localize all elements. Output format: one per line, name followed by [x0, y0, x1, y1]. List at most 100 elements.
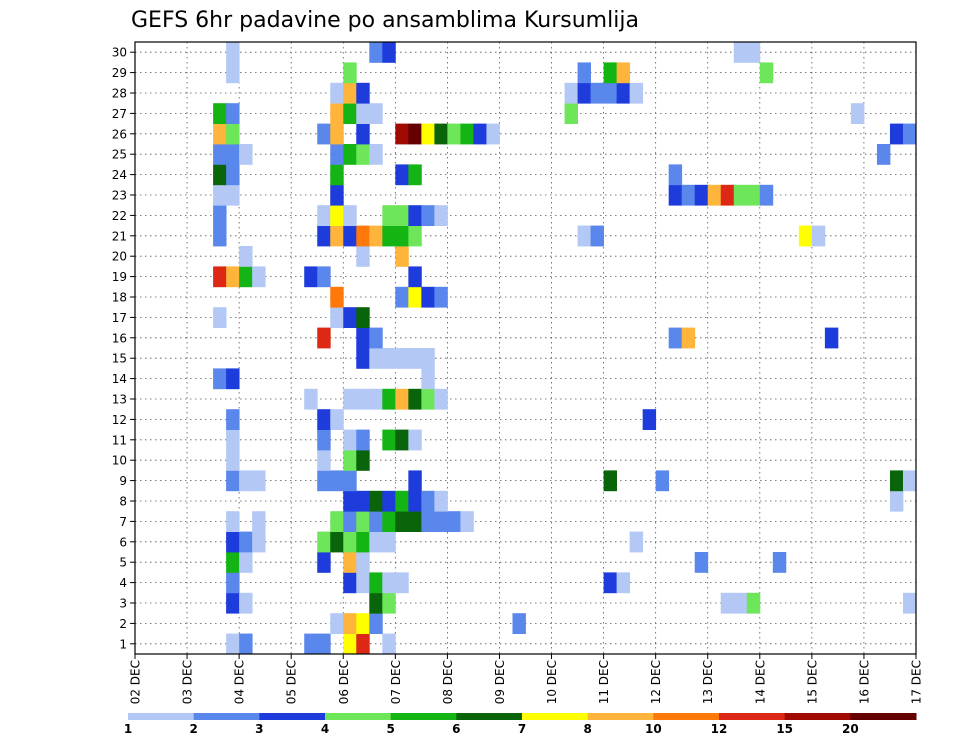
x-axis-date-labels: 02 DEC 03 DEC 04 DEC 05 DEC 06 DEC 07 DEC 08 D…	[129, 654, 924, 704]
precip-cell	[434, 490, 448, 512]
precip-cell	[226, 368, 240, 390]
legend-swatch	[587, 713, 654, 720]
precip-cell	[343, 490, 357, 512]
precip-cell	[902, 470, 917, 492]
precip-cell	[733, 592, 748, 614]
precip-cell	[343, 62, 357, 84]
precip-cell	[395, 511, 409, 532]
precip-cell	[746, 592, 761, 614]
precip-cell	[694, 552, 709, 573]
y-tick-label: 1	[119, 637, 127, 651]
precip-cell	[733, 184, 748, 206]
x-tick-label: 14 DEC	[753, 660, 767, 704]
legend-swatch	[784, 713, 851, 720]
precip-cell	[421, 205, 435, 226]
precip-cell	[330, 205, 344, 226]
legend-label: 2	[189, 722, 197, 736]
precip-cell	[356, 388, 370, 410]
precip-cell	[226, 144, 240, 165]
y-tick-label: 2	[119, 617, 127, 631]
precip-cell	[343, 633, 357, 655]
precip-cell	[382, 348, 396, 369]
precip-cell	[239, 246, 253, 267]
precip-cell	[408, 266, 422, 288]
precip-cell	[759, 62, 774, 84]
precip-cell	[252, 266, 266, 288]
y-tick-label: 20	[112, 250, 127, 264]
precip-cell	[330, 82, 344, 104]
precip-cell	[564, 103, 578, 124]
precip-cell	[213, 307, 227, 328]
precip-cell	[317, 409, 331, 430]
legend-swatch	[850, 713, 917, 720]
precip-cell	[902, 592, 917, 614]
precip-cell	[317, 123, 331, 145]
legend-label: 10	[645, 722, 662, 736]
precip-cell	[343, 511, 357, 532]
precip-cell	[343, 225, 357, 247]
precip-cell	[577, 82, 591, 104]
precip-cell	[395, 490, 409, 512]
x-tick-label: 07 DEC	[389, 660, 403, 704]
precip-cell	[759, 184, 774, 206]
precip-cell	[343, 388, 357, 410]
y-tick-label: 17	[112, 311, 127, 325]
precipitation-cells	[213, 42, 917, 655]
x-tick-label: 12 DEC	[649, 660, 663, 704]
y-tick-label: 15	[112, 352, 127, 366]
y-tick-label: 25	[112, 148, 127, 162]
precip-cell	[330, 307, 344, 328]
precip-cell	[746, 42, 761, 63]
precip-cell	[239, 531, 253, 553]
y-tick-label: 30	[112, 46, 127, 60]
precip-cell	[330, 409, 344, 430]
precip-cell	[226, 572, 240, 594]
precip-cell	[369, 592, 383, 614]
precip-cell	[252, 511, 266, 532]
precip-cell	[668, 184, 683, 206]
precip-cell	[798, 225, 813, 247]
y-tick-label: 29	[112, 66, 127, 80]
precip-cell	[395, 225, 409, 247]
precip-cell	[395, 246, 409, 267]
precip-cell	[356, 348, 370, 369]
precip-cell	[226, 429, 240, 451]
y-tick-label: 27	[112, 107, 127, 121]
precip-cell	[252, 531, 266, 553]
precip-cell	[369, 348, 383, 369]
precip-cell	[382, 42, 396, 63]
precip-cell	[681, 184, 696, 206]
x-tick-label: 03 DEC	[181, 660, 195, 704]
precip-cell	[317, 552, 331, 573]
precip-cell	[343, 429, 357, 451]
precip-cell	[226, 266, 240, 288]
precip-cell	[421, 511, 435, 532]
legend-swatch	[653, 713, 720, 720]
precip-cell	[408, 205, 422, 226]
y-axis-member-labels: 1234567891011121314151617181920212223242…	[112, 46, 135, 651]
precip-cell	[343, 103, 357, 124]
x-tick-label: 10 DEC	[545, 660, 559, 704]
precip-cell	[226, 164, 240, 186]
precip-cell	[629, 82, 644, 104]
legend-label: 5	[386, 722, 394, 736]
precip-cell	[512, 613, 526, 634]
precip-cell	[369, 490, 383, 512]
x-tick-label: 11 DEC	[597, 660, 611, 704]
precip-cell	[356, 552, 370, 573]
legend-label: 8	[583, 722, 591, 736]
y-tick-label: 7	[119, 515, 127, 529]
precip-cell	[408, 348, 422, 369]
precip-cell	[369, 572, 383, 594]
y-tick-label: 6	[119, 535, 127, 549]
precip-cell	[343, 205, 357, 226]
precip-cell	[356, 246, 370, 267]
precip-cell	[226, 42, 240, 63]
precip-cell	[668, 164, 683, 186]
x-tick-label: 05 DEC	[285, 660, 299, 704]
y-tick-label: 5	[119, 556, 127, 570]
legend-label: 6	[452, 722, 460, 736]
precip-cell	[434, 205, 448, 226]
precip-cell	[213, 184, 227, 206]
precip-cell	[460, 123, 474, 145]
